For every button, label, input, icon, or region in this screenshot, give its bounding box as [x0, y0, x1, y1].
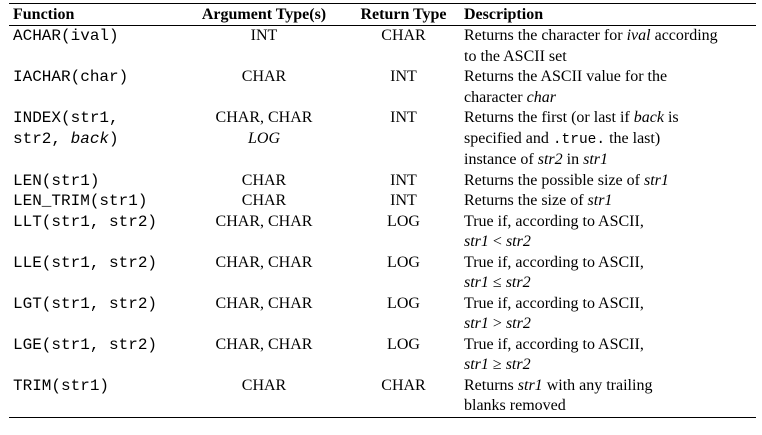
description-cell: True if, according to ASCII, str1 ≥ str2	[464, 335, 644, 374]
return-type-cell: INT	[390, 171, 417, 189]
header-row: Function Argument Type(s) Return Type De…	[9, 3, 756, 26]
table-row: TRIM(str1) CHAR CHAR Returns str1 with a…	[9, 376, 756, 417]
table-row: LGE(str1, str2) CHAR, CHAR LOG True if, …	[9, 335, 756, 376]
header-function: Function	[13, 5, 75, 23]
table-row: LLT(str1, str2) CHAR, CHAR LOG True if, …	[9, 212, 756, 253]
description-cell: Returns the first (or last if back is spe…	[464, 109, 679, 168]
return-type-cell: CHAR	[381, 376, 426, 394]
return-type-cell: INT	[390, 192, 417, 209]
table-body: ACHAR(ival) INT CHAR Returns the charact…	[9, 26, 756, 417]
return-type-cell: LOG	[387, 335, 420, 353]
argument-type-cell: CHAR	[241, 376, 287, 394]
argument-type-cell: CHAR	[241, 68, 287, 85]
return-type-cell: LOG	[387, 253, 420, 271]
argument-type-cell: CHAR, CHAR	[215, 212, 313, 230]
function-cell: LEN_TRIM(str1)	[13, 192, 148, 210]
header-argument-types: Argument Type(s)	[201, 5, 327, 23]
table-row: ACHAR(ival) INT CHAR Returns the charact…	[9, 26, 756, 68]
header-description: Description	[464, 5, 544, 23]
intrinsic-functions-table: Function Argument Type(s) Return Type De…	[9, 3, 756, 418]
return-type-cell: INT	[390, 109, 417, 126]
table-row: INDEX(str1, str2, back) CHAR, CHAR LOG INT…	[9, 108, 756, 171]
function-cell: LGE(str1, str2)	[13, 335, 158, 354]
table-row: LEN(str1) CHAR INT Returns the possible …	[9, 171, 756, 192]
argument-type-cell: CHAR	[241, 171, 287, 189]
argument-type-cell: CHAR	[241, 192, 287, 209]
function-cell: LGT(str1, str2)	[13, 294, 158, 313]
description-cell: True if, according to ASCII, str1 < str2	[464, 212, 644, 251]
table-header: Function Argument Type(s) Return Type De…	[9, 3, 756, 26]
argument-type-cell: INT	[250, 27, 278, 44]
return-type-cell: INT	[390, 68, 417, 85]
description-cell: Returns the ASCII value for the character…	[464, 68, 668, 106]
description-cell: True if, according to ASCII, str1 > str2	[464, 294, 644, 333]
table-row: LLE(str1, str2) CHAR, CHAR LOG True if, …	[9, 253, 756, 294]
table-row: IACHAR(char) CHAR INT Returns the ASCII …	[9, 67, 756, 108]
argument-type-cell: CHAR, CHAR	[215, 253, 313, 271]
return-type-cell: LOG	[387, 212, 420, 230]
argument-type-cell: CHAR, CHAR LOG	[215, 109, 313, 147]
function-cell: ACHAR(ival)	[13, 27, 119, 45]
description-cell: Returns str1 with any trailing blanks rem…	[464, 376, 653, 415]
function-cell: TRIM(str1)	[13, 376, 110, 395]
description-cell: True if, according to ASCII, str1 ≤ str2	[464, 253, 644, 292]
header-return-type: Return Type	[360, 5, 447, 23]
table-row: LGT(str1, str2) CHAR, CHAR LOG True if, …	[9, 294, 756, 335]
argument-type-cell: CHAR, CHAR	[215, 335, 313, 353]
description-cell: Returns the size of str1	[464, 192, 613, 209]
argument-type-cell: CHAR, CHAR	[215, 294, 313, 312]
function-cell: LLE(str1, str2)	[13, 253, 158, 272]
return-type-cell: LOG	[387, 294, 420, 312]
function-cell: INDEX(str1, str2, back)	[13, 109, 119, 148]
description-cell: Returns the character for ival according…	[464, 27, 718, 65]
function-cell: LEN(str1)	[13, 171, 100, 190]
table-row: LEN_TRIM(str1) CHAR INT Returns the size…	[9, 191, 756, 212]
function-cell: LLT(str1, str2)	[13, 212, 158, 231]
description-cell: Returns the possible size of str1	[464, 171, 669, 189]
function-cell: IACHAR(char)	[13, 68, 129, 86]
return-type-cell: CHAR	[381, 27, 426, 44]
